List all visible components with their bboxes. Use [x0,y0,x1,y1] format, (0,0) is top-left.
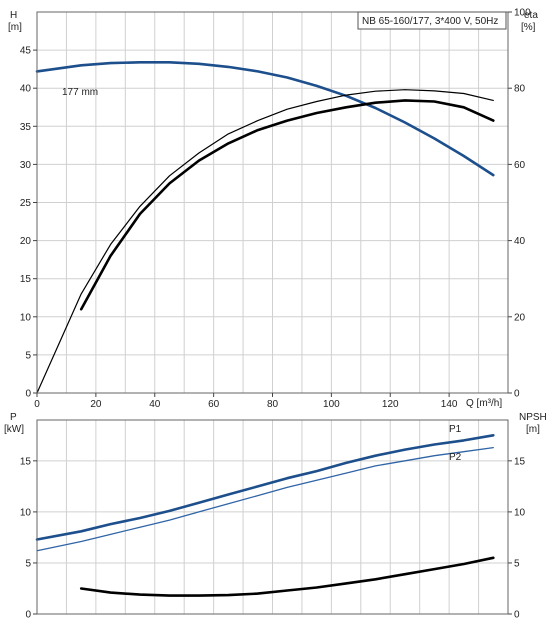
left-axis-tick-label: 25 [20,198,32,209]
head-efficiency-curves [35,60,495,394]
left-axis-tick-label: 0 [25,610,31,621]
left-axis-tick-label: 10 [20,507,32,518]
power-npsh-curves [35,433,495,597]
power-axis-unit: [kW] [4,424,24,435]
left-axis-tick-label: 35 [20,122,32,133]
flow-axis-label: Q [m³/h] [466,398,502,409]
left-axis-tick-label: 45 [20,46,32,57]
x-axis-tick-label: 40 [149,399,161,410]
x-axis-tick-label: 100 [323,399,340,410]
efficiency-axis-unit: [%] [521,22,536,33]
head-efficiency-grid [37,12,508,393]
head-efficiency-series-1-line [36,89,494,394]
chart-title: NB 65-160/177, 3*400 V, 50Hz [362,16,498,27]
right-axis-tick-label: 10 [514,507,526,518]
left-axis-tick-label: 20 [20,236,32,247]
left-axis-tick-label: 40 [20,84,32,95]
x-axis-tick-label: 140 [441,399,458,410]
x-axis-tick-label: 60 [208,399,220,410]
right-axis-tick-label: 60 [514,160,526,171]
right-axis-tick-label: 0 [514,389,520,400]
right-axis-tick-label: 5 [514,558,520,569]
left-axis-tick-label: 30 [20,160,32,171]
x-axis-tick-label: 20 [90,399,102,410]
head-axis-label: H [10,10,17,21]
efficiency-axis-label: eta [524,10,538,21]
power-npsh-axes: 0 5 10 15 0 5 10 15 [20,419,526,621]
power-npsh-grid [37,420,508,614]
left-axis-tick-label: 10 [20,312,32,323]
plot-frame [36,419,509,615]
right-axis-tick-label: 80 [514,84,526,95]
left-axis-tick-label: 0 [25,389,31,400]
chart-title-box [357,11,507,30]
right-axis-tick-label: 40 [514,236,526,247]
x-axis-tick-label: 0 [34,399,40,410]
x-axis-tick-label: 120 [382,399,399,410]
head-axis-unit: [m] [8,22,22,33]
power-npsh-series-0-line [35,433,495,541]
p2-series-label: P2 [449,452,462,463]
right-axis-tick-label: 15 [514,456,526,467]
head-efficiency-axes: 0 5 10 15 20 25 30 35 40 45 0 20 40 60 80 100 0 20 40 60 80 1… [20,8,531,411]
left-axis-tick-label: 15 [20,456,32,467]
x-axis-tick-label: 80 [267,399,279,410]
head-efficiency-series-2-line [79,99,495,311]
power-npsh-series-2-line [79,556,495,597]
npsh-axis-label: NPSH [519,412,547,423]
left-axis-tick-label: 5 [25,558,31,569]
right-axis-tick-label: 20 [514,312,526,323]
head-efficiency-series-0-line [35,60,495,177]
right-axis-tick-label: 0 [514,610,520,621]
power-npsh-series-1-line [36,446,494,552]
power-axis-label: P [10,412,17,423]
left-axis-tick-label: 15 [20,274,32,285]
right-axis-tick-label: 100 [514,8,531,19]
p1-series-label: P1 [449,424,462,435]
npsh-axis-unit: [m] [526,424,540,435]
left-axis-tick-label: 5 [25,350,31,361]
impeller-annotation: 177 mm [62,87,98,98]
